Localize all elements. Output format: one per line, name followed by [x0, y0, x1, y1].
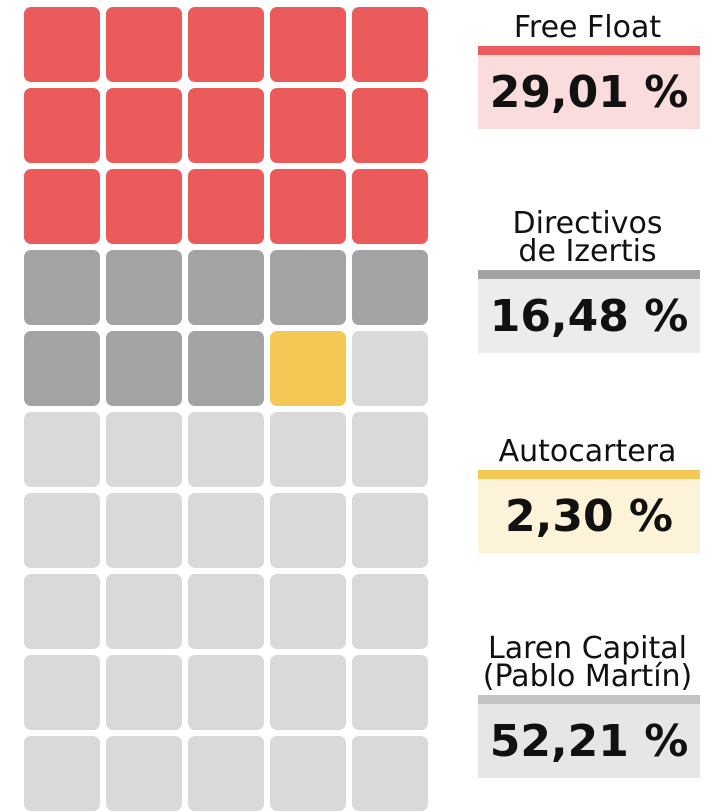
waffle-cell [106, 169, 182, 244]
waffle-cell [188, 88, 264, 163]
legend-label: Directivos de Izertis [512, 206, 663, 269]
waffle-cell [188, 412, 264, 487]
waffle-cell [24, 574, 100, 649]
waffle-cell [106, 331, 182, 406]
waffle-cell [352, 412, 428, 487]
waffle-cell [188, 493, 264, 568]
value-label: 29,01 % [478, 55, 700, 129]
waffle-cell [106, 655, 182, 730]
waffle-cell [352, 7, 428, 82]
legend-label: Laren Capital (Pablo Martín) [482, 631, 693, 694]
waffle-cell [24, 331, 100, 406]
waffle-cell [352, 88, 428, 163]
waffle-cell [270, 331, 346, 406]
waffle-cell [24, 412, 100, 487]
waffle-cell [106, 250, 182, 325]
waffle-cell [24, 88, 100, 163]
legend-swatch [478, 470, 700, 479]
waffle-cell [188, 736, 264, 811]
waffle-cell [188, 250, 264, 325]
waffle-cell [24, 493, 100, 568]
waffle-cell [270, 412, 346, 487]
waffle-cell [270, 88, 346, 163]
waffle-cell [24, 736, 100, 811]
waffle-cell [24, 250, 100, 325]
waffle-cell [188, 169, 264, 244]
waffle-cell [106, 88, 182, 163]
waffle-cell [352, 493, 428, 568]
waffle-cell [352, 250, 428, 325]
waffle-cell [106, 7, 182, 82]
waffle-cell [24, 169, 100, 244]
waffle-cell [188, 331, 264, 406]
waffle-cell [270, 493, 346, 568]
legend-swatch [478, 46, 700, 55]
waffle-cell [270, 169, 346, 244]
legend-label: Autocartera [498, 434, 677, 469]
waffle-cell [106, 736, 182, 811]
legend-swatch [478, 695, 700, 704]
waffle-cell [106, 493, 182, 568]
waffle-cell [24, 7, 100, 82]
value-label: 16,48 % [478, 279, 700, 353]
waffle-cell [352, 655, 428, 730]
legend-label: Free Float [513, 10, 662, 45]
waffle-cell [270, 574, 346, 649]
waffle-cell [270, 736, 346, 811]
waffle-cell [188, 7, 264, 82]
waffle-cell [270, 655, 346, 730]
value-label: 52,21 % [478, 704, 700, 778]
waffle-cell [270, 250, 346, 325]
waffle-cell [352, 574, 428, 649]
waffle-cell [106, 574, 182, 649]
waffle-cell [352, 331, 428, 406]
waffle [24, 7, 428, 811]
waffle-cell [188, 574, 264, 649]
legend-swatch [478, 270, 700, 279]
value-label: 2,30 % [478, 479, 700, 553]
waffle-cell [270, 7, 346, 82]
waffle-cell [188, 655, 264, 730]
waffle-cell [352, 169, 428, 244]
waffle-cell [106, 412, 182, 487]
waffle-cell [24, 655, 100, 730]
waffle-cell [352, 736, 428, 811]
